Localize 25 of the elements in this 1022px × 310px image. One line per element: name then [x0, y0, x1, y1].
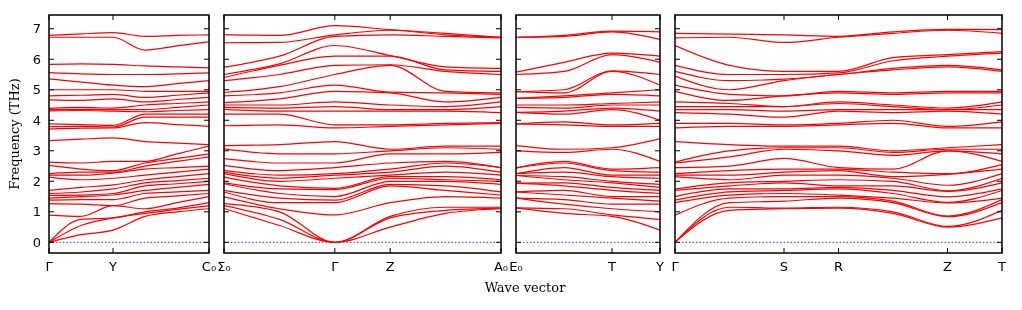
x-tick-label: Y [655, 259, 665, 274]
x-tick-label: C₀ [201, 259, 217, 274]
x-tick-label: T [607, 259, 617, 274]
x-axis-title: Wave vector [484, 280, 567, 295]
x-tick-label: S [779, 259, 789, 274]
x-tick-label: R [833, 259, 844, 274]
y-tick-label: 3 [32, 143, 41, 159]
x-tick-label: A₀ [493, 259, 509, 274]
x-tick-label: Γ [671, 259, 680, 274]
y-tick-label: 4 [32, 112, 41, 128]
y-tick-label: 7 [32, 21, 41, 37]
y-tick-label: 0 [32, 234, 41, 250]
x-tick-label: Y [108, 259, 118, 274]
y-tick-label: 6 [32, 51, 41, 67]
y-axis-title: Frequency (THz) [7, 78, 22, 190]
x-tick-label: Γ [331, 259, 340, 274]
x-tick-label: Γ [45, 259, 54, 274]
x-tick-label: Σ₀ [217, 259, 231, 274]
y-tick-label: 5 [32, 82, 41, 98]
x-tick-label: Z [385, 259, 395, 274]
x-tick-label: Z [943, 259, 953, 274]
y-tick-label: 2 [32, 173, 41, 189]
x-tick-label: T [997, 259, 1007, 274]
y-tick-label: 1 [32, 204, 41, 220]
x-tick-label: E₀ [509, 259, 523, 274]
